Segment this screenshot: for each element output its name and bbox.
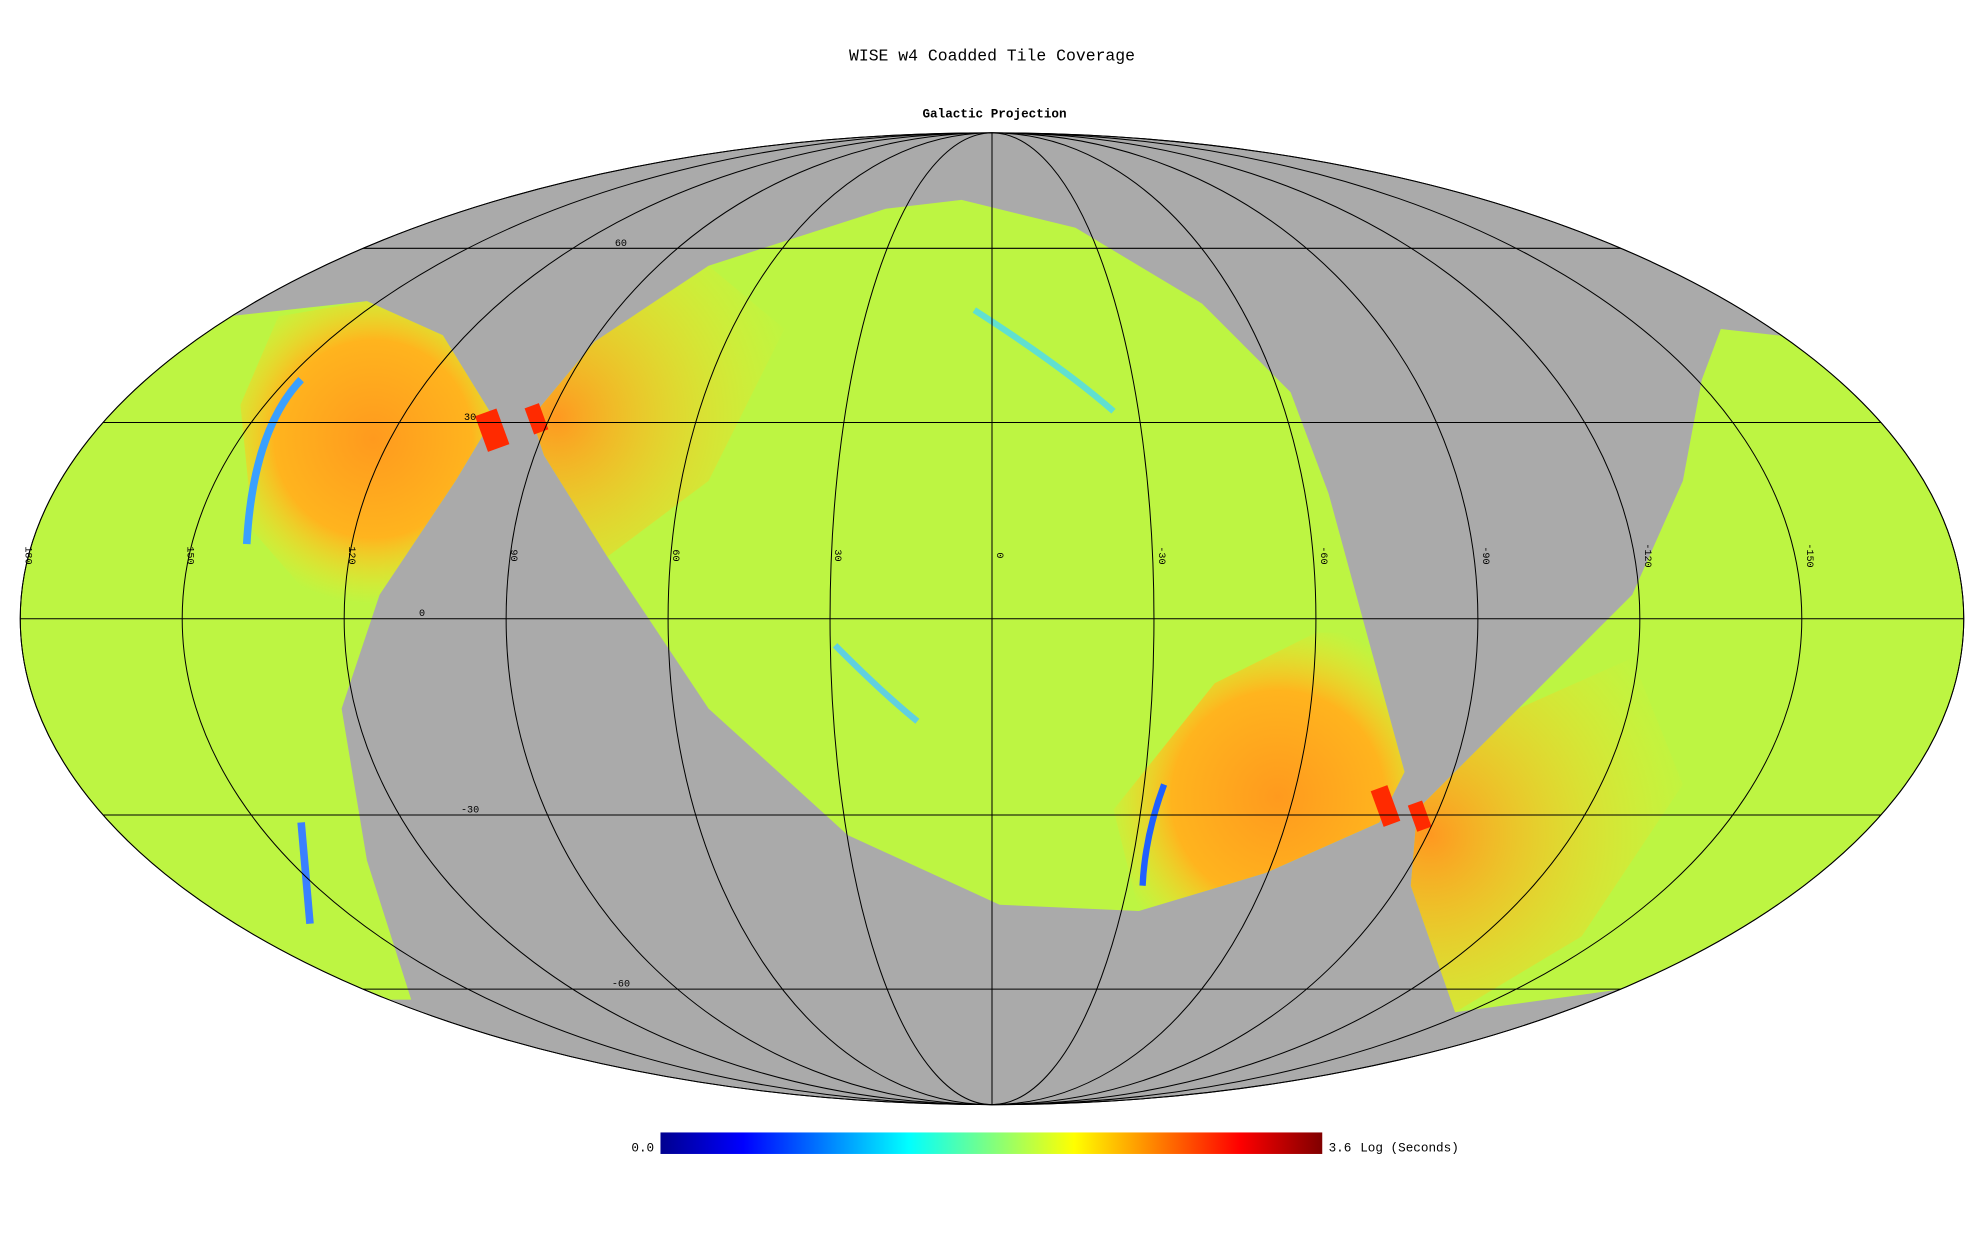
map-border <box>19 132 1965 1106</box>
longitude-label: 90 <box>507 549 518 561</box>
latitude-label: -60 <box>612 980 630 991</box>
hot-spot <box>1370 785 1401 827</box>
latitude-label: 0 <box>419 609 425 620</box>
latitude-label: 30 <box>464 413 476 424</box>
colorbar <box>660 1132 1323 1154</box>
low-coverage <box>972 307 1116 414</box>
latitude-label: -30 <box>461 805 479 816</box>
subtitle: Galactic Projection <box>922 107 1066 122</box>
hot-spot <box>524 403 549 435</box>
sky-map <box>19 132 1965 1106</box>
hot-spot <box>475 408 510 452</box>
graticule <box>19 132 1965 1106</box>
title: WISE w4 Coadded Tile Coverage <box>849 47 1135 66</box>
longitude-label: 0 <box>993 552 1004 558</box>
low-coverage <box>832 643 920 724</box>
colorbar-max: 3.6 <box>1329 1140 1352 1155</box>
longitude-label: 60 <box>669 549 680 561</box>
low-coverage <box>297 822 314 925</box>
longitude-label: 120 <box>345 546 356 564</box>
low-coverage <box>242 376 304 545</box>
pole-north <box>240 301 494 633</box>
longitude-label: -90 <box>1479 546 1490 564</box>
edge-north <box>531 265 785 557</box>
latitude-label: 60 <box>615 239 627 250</box>
hot-spot <box>1407 800 1432 832</box>
longitude-label: 150 <box>183 546 194 564</box>
longitude-label: -120 <box>1641 543 1652 567</box>
longitude-label: -60 <box>1317 546 1328 564</box>
low-coverage <box>1139 783 1168 886</box>
longitude-label: 180 <box>21 546 32 564</box>
pole-south <box>1113 632 1405 912</box>
longitude-label: 30 <box>831 549 842 561</box>
colorbar-unit: Log (Seconds) <box>1360 1140 1459 1155</box>
longitude-label: -150 <box>1803 543 1814 567</box>
colorbar-min: 0.0 <box>631 1140 654 1155</box>
coverage <box>20 199 1964 1013</box>
edge-south <box>1410 657 1683 1013</box>
longitude-label: -30 <box>1155 546 1166 564</box>
